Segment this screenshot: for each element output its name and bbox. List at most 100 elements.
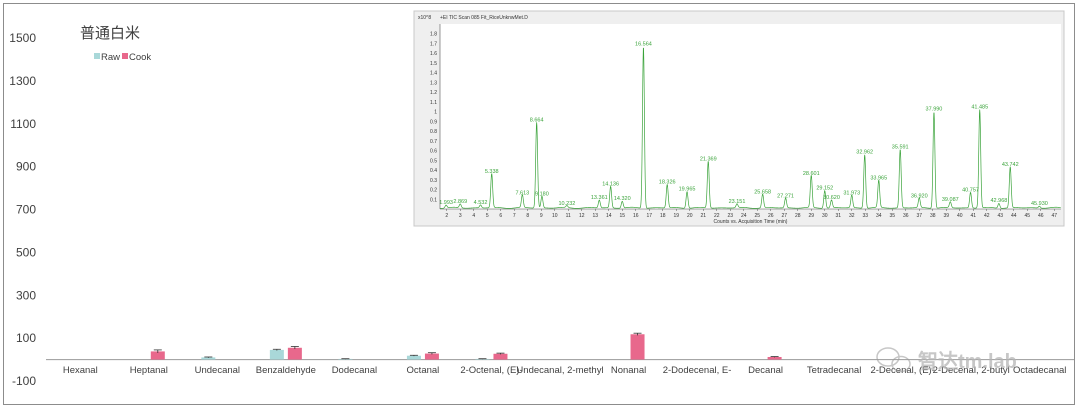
inset-x-tick-label: 5	[486, 213, 489, 219]
inset-x-tick-label: 41	[970, 213, 976, 219]
inset-y-tick-label: 1.2	[430, 90, 437, 96]
x-tick-label: Nonanal	[611, 365, 646, 376]
y-tick-label: 1500	[9, 31, 36, 45]
error-bar	[633, 332, 642, 336]
peak-label: 21.369	[700, 156, 717, 162]
x-tick-label: Heptanal	[130, 365, 168, 376]
bar-raw	[406, 355, 421, 360]
peak-label: 37.990	[926, 107, 943, 113]
peak-label: 13.361	[591, 195, 608, 201]
peak-label: 28.601	[803, 171, 820, 177]
inset-x-tick-label: 26	[768, 213, 774, 219]
inset-x-tick-label: 36	[903, 213, 909, 219]
inset-y-tick-label: 1.6	[430, 51, 437, 57]
bar-raw	[338, 358, 353, 360]
inset-x-tick-label: 2	[445, 213, 448, 219]
inset-x-tick-label: 39	[943, 213, 949, 219]
y-axis: -100 100 300 500 700 900 1100 1300 1500	[9, 31, 36, 388]
wechat-logo	[876, 347, 911, 373]
legend-label-cook: Cook	[129, 52, 151, 63]
peak-label: 45.930	[1031, 201, 1048, 207]
peak-label: 43.742	[1002, 162, 1019, 168]
inset-x-tick-label: 6	[499, 213, 502, 219]
inset-y-tick-label: 0.6	[430, 149, 437, 155]
peak-label: 39.087	[942, 197, 959, 203]
bar-cook	[287, 347, 302, 360]
inset-x-tick-label: 12	[579, 213, 585, 219]
x-tick-label: Undecanal	[195, 365, 240, 376]
peak-label: 8.664	[530, 117, 544, 123]
x-tick-label: 2-Octenal, (E)-	[460, 365, 522, 376]
inset-x-tick-label: 35	[889, 213, 895, 219]
inset-x-tick-label: 29	[808, 213, 814, 219]
error-bar	[290, 346, 299, 350]
inset-x-tick-label: 25	[754, 213, 760, 219]
peak-label: 29.152	[816, 185, 833, 191]
y-tick-label: -100	[12, 374, 36, 388]
legend-swatch-raw	[94, 53, 100, 59]
y-tick-label: 1300	[9, 74, 36, 88]
peak-label: 1.993	[439, 200, 453, 206]
chart-title: 普通白米	[80, 25, 140, 42]
inset-x-tick-label: 27	[781, 213, 787, 219]
error-bar	[409, 354, 418, 357]
y-tick-label: 900	[16, 160, 36, 174]
inset-x-tick-label: 31	[835, 213, 841, 219]
peak-label: 23.151	[729, 199, 746, 205]
peak-label: 40.757	[962, 187, 979, 193]
peak-label: 30.620	[823, 195, 840, 201]
inset-y-tick-label: 1.4	[430, 71, 437, 77]
inset-x-tick-label: 42	[984, 213, 990, 219]
inset-x-tick-label: 34	[876, 213, 882, 219]
peak-label: 18.326	[659, 180, 676, 186]
inset-x-tick-label: 30	[822, 213, 828, 219]
peak-label: 27.271	[777, 193, 794, 199]
error-bar	[272, 348, 281, 351]
inset-y-tick-label: 0.4	[430, 168, 437, 174]
inset-x-tick-label: 13	[592, 213, 598, 219]
error-bar	[204, 356, 213, 358]
inset-x-tick-label: 3	[459, 213, 462, 219]
error-bar	[153, 349, 162, 353]
peak-label: 16.564	[635, 41, 652, 47]
inset-x-tick-label: 22	[714, 213, 720, 219]
inset-y-tick-label: 1.8	[430, 32, 437, 38]
inset-x-tick-label: 4	[472, 213, 475, 219]
inset-x-tick-label: 8	[526, 213, 529, 219]
x-tick-label: Octanal	[407, 365, 440, 376]
x-tick-label: Hexanal	[63, 365, 98, 376]
y-tick-label: 500	[16, 245, 36, 259]
inset-x-tick-label: 17	[646, 213, 652, 219]
inset-y-tick-label: 0.1	[430, 197, 437, 203]
peak-label: 19.965	[679, 186, 696, 192]
inset-y-tick-label: 1.7	[430, 41, 437, 47]
inset-x-axis-label: Counts vs. Acquisition Time (min)	[714, 219, 788, 225]
peak-label: 36.920	[911, 193, 928, 199]
x-tick-label: 2-Decenal, 2-butyl	[933, 365, 1010, 376]
inset-x-tick-label: 19	[673, 213, 679, 219]
inset-x-tick-label: 47	[1051, 213, 1057, 219]
inset-x-tick-label: 21	[700, 213, 706, 219]
peak-label: 9.180	[535, 191, 549, 197]
chromatogram-trace	[440, 47, 1061, 209]
legend-swatch-cook	[122, 53, 128, 59]
bar-cook	[424, 353, 439, 360]
inset-x-tick-label: 11	[566, 213, 571, 219]
error-bar	[427, 352, 436, 355]
peak-label: 14.136	[602, 182, 619, 188]
inset-x-tick-label: 32	[849, 213, 855, 219]
peak-label: 14.320	[614, 196, 631, 202]
x-tick-label: 2-Decenal, (E)-	[870, 365, 934, 376]
y-tick-label: 700	[16, 203, 36, 217]
legend-label-raw: Raw	[101, 52, 120, 63]
inset-x-tick-label: 38	[930, 213, 936, 219]
legend: Raw Cook	[94, 52, 151, 63]
inset-y-tick-label: 1.3	[430, 80, 437, 86]
inset-x-tick-label: 33	[862, 213, 868, 219]
bar-raw	[269, 349, 284, 360]
inset-y-tick-label: 0.3	[430, 178, 437, 184]
inset-y-tick-label: 1	[434, 110, 437, 116]
y-tick-label: 300	[16, 288, 36, 302]
bar-cook	[767, 356, 782, 360]
inset-x-tick-label: 28	[795, 213, 801, 219]
